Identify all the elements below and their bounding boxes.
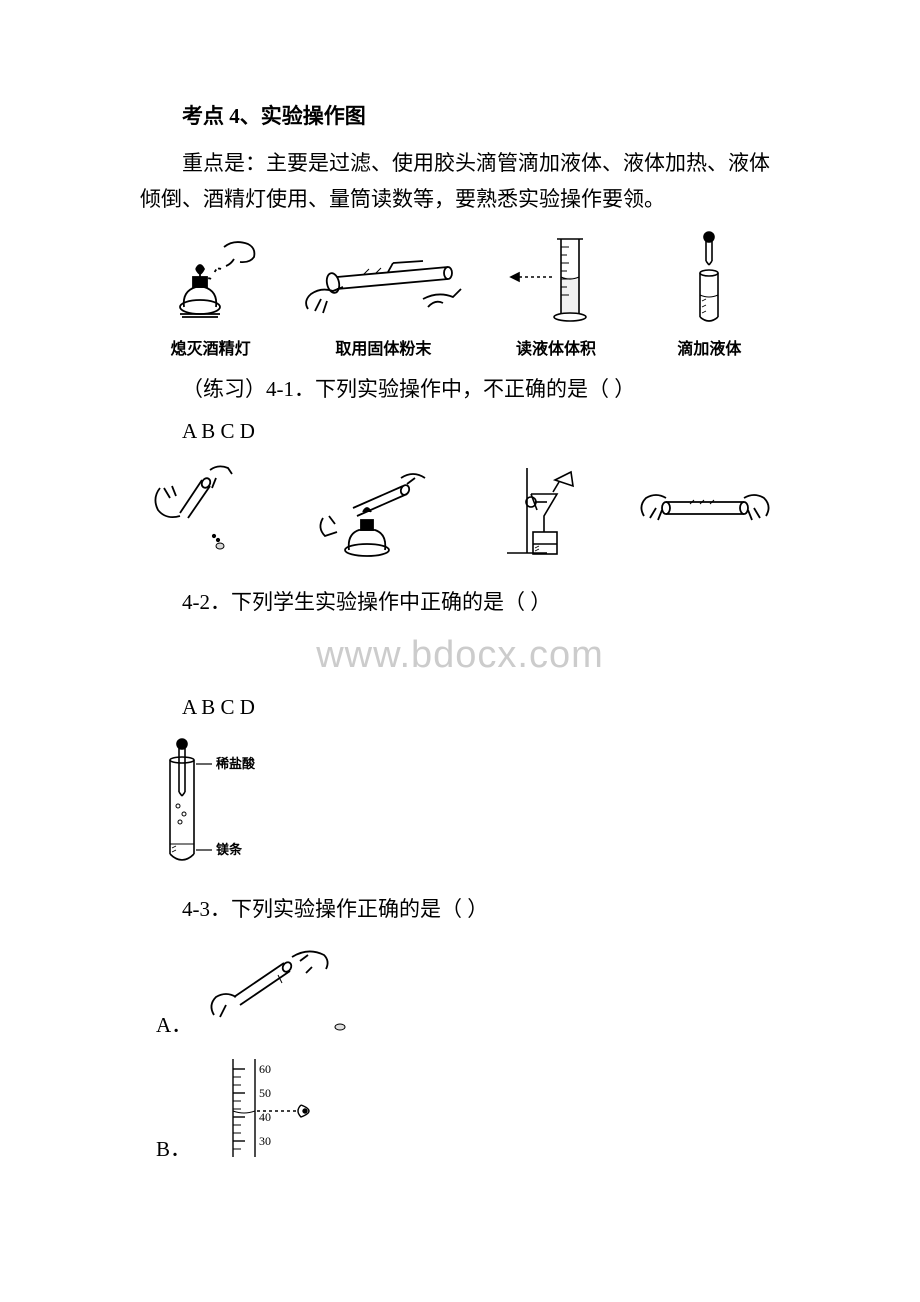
cylinder-read-icon: [501, 229, 611, 329]
hand-tube-drop-icon: [140, 458, 270, 568]
diagram-extinguish-lamp: 熄灭酒精灯: [140, 229, 281, 359]
scale-50: 50: [259, 1086, 271, 1100]
lamp-blow-icon: [156, 229, 266, 329]
dropper-in-tube-icon: 稀盐酸 镁条: [140, 734, 290, 874]
diagram-read-volume: 读液体体积: [485, 229, 626, 359]
caption-1: 熄灭酒精灯: [171, 335, 251, 359]
scale-60: 60: [259, 1062, 271, 1076]
scale-40: 40: [259, 1110, 271, 1124]
filter-funnel-icon: [477, 458, 597, 568]
scale-30: 30: [259, 1134, 271, 1148]
question-4-3: 4-3．下列实验操作正确的是（ ）: [140, 893, 780, 923]
powder-tube-icon: [293, 239, 473, 329]
option-b-label: B．: [140, 1133, 191, 1163]
caption-4: 滴加液体: [677, 335, 741, 359]
caption-3: 读液体体积: [516, 335, 596, 359]
intro-paragraph: 重点是：主要是过滤、使用胶头滴管滴加液体、液体加热、液体倾倒、酒精灯使用、量筒读…: [140, 146, 780, 217]
option-a-label: A．: [140, 1009, 192, 1039]
diagram-drop-liquid: 滴加液体: [639, 229, 780, 359]
option-a-row: A．: [140, 939, 780, 1039]
diagram-solid-powder: 取用固体粉末: [293, 239, 473, 359]
question-4-1: （练习）4-1．下列实验操作中，不正确的是（ ）: [140, 373, 780, 403]
options-4-1: A B C D: [140, 419, 780, 444]
label-dilute-acid: 稀盐酸: [216, 756, 256, 771]
cylinder-scale-eye-icon: 60 50 40 30: [199, 1053, 339, 1163]
caption-2: 取用固体粉末: [335, 335, 431, 359]
option-b-row: B． 60 50 40 30: [140, 1053, 780, 1163]
dropper-tube-icon: [664, 229, 754, 329]
heat-tube-icon: [303, 458, 443, 568]
options-4-2: A B C D: [140, 695, 780, 720]
two-hands-tube-icon: [630, 468, 780, 558]
question-4-2: 4-2．下列学生实验操作中正确的是（ ）: [140, 586, 780, 616]
watermark: www.bdocx.com: [140, 634, 780, 677]
diagram-row-2: [140, 458, 780, 568]
diagram-row-1: 熄灭酒精灯 取用固体粉末: [140, 229, 780, 359]
diagram-dilute-acid-mg: 稀盐酸 镁条: [140, 734, 780, 879]
label-mg-strip: 镁条: [216, 842, 243, 857]
pour-tube-hand-icon: [200, 939, 370, 1039]
section-heading: 考点 4、实验操作图: [140, 100, 780, 130]
